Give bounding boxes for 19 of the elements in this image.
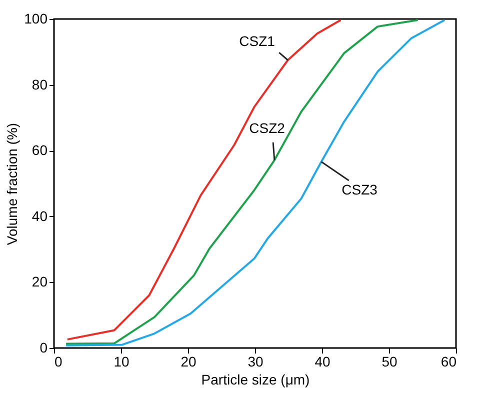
x-axis-title: Particle size (μm) xyxy=(201,372,310,388)
x-tick-label: 50 xyxy=(382,354,398,370)
y-tick-label: 40 xyxy=(32,208,48,224)
line-series xyxy=(66,18,342,340)
x-tick-label: 40 xyxy=(314,354,330,370)
y-tick-label: 100 xyxy=(24,10,48,26)
y-axis-title: Volume fraction (%) xyxy=(4,122,20,246)
y-tick-label: 80 xyxy=(32,76,48,92)
x-tick-label: 0 xyxy=(54,354,62,370)
y-tick-label: 20 xyxy=(32,274,48,290)
x-tick-label: 10 xyxy=(114,354,130,370)
series-label: CSZ3 xyxy=(342,181,378,198)
x-tick-label: 20 xyxy=(180,354,196,370)
series-label: CSZ1 xyxy=(239,33,276,50)
series-label: CSZ2 xyxy=(249,120,286,136)
x-tick-label: 60 xyxy=(440,354,457,370)
x-tick-label: 30 xyxy=(248,354,264,370)
y-tick-label: 60 xyxy=(32,142,48,158)
y-tick-label: 0 xyxy=(40,340,48,356)
